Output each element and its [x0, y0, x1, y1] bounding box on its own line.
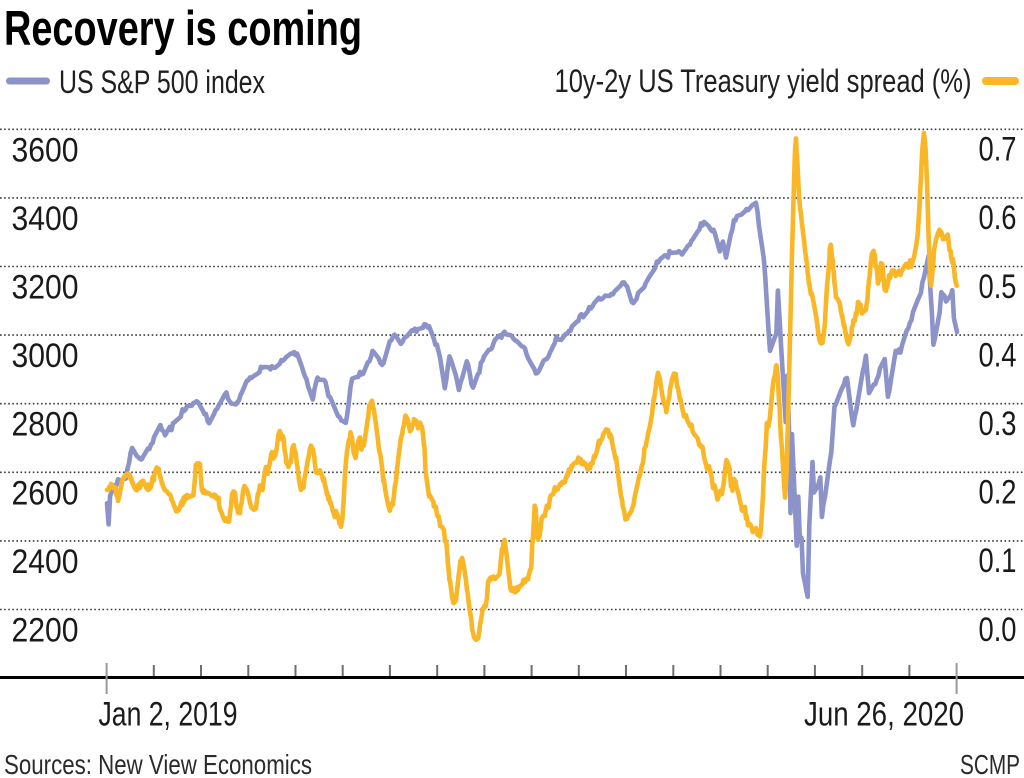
- svg-text:3400: 3400: [12, 200, 79, 238]
- svg-text:0.3: 0.3: [979, 405, 1017, 443]
- svg-text:0.1: 0.1: [979, 542, 1017, 580]
- svg-text:0.7: 0.7: [979, 131, 1017, 169]
- svg-text:2600: 2600: [12, 474, 79, 512]
- svg-text:US S&P 500 index: US S&P 500 index: [59, 64, 265, 100]
- svg-text:Jan 2, 2019: Jan 2, 2019: [99, 696, 238, 734]
- svg-text:Sources: New View Economics: Sources: New View Economics: [4, 749, 312, 778]
- svg-text:0.6: 0.6: [979, 199, 1017, 237]
- svg-text:2400: 2400: [12, 543, 79, 581]
- svg-text:Recovery is coming: Recovery is coming: [4, 2, 362, 56]
- svg-text:10y-2y US Treasury yield sprea: 10y-2y US Treasury yield spread (%): [555, 63, 972, 99]
- svg-text:0.4: 0.4: [979, 336, 1017, 374]
- svg-text:3000: 3000: [12, 337, 79, 375]
- svg-text:3600: 3600: [12, 131, 79, 169]
- svg-text:SCMP: SCMP: [960, 749, 1020, 778]
- svg-text:Jun 26, 2020: Jun 26, 2020: [804, 696, 964, 734]
- svg-text:0.5: 0.5: [979, 268, 1017, 306]
- svg-text:0.2: 0.2: [979, 474, 1017, 512]
- svg-text:3200: 3200: [12, 269, 79, 307]
- svg-text:2800: 2800: [12, 406, 79, 444]
- svg-text:0.0: 0.0: [979, 611, 1017, 649]
- svg-text:2200: 2200: [12, 612, 79, 650]
